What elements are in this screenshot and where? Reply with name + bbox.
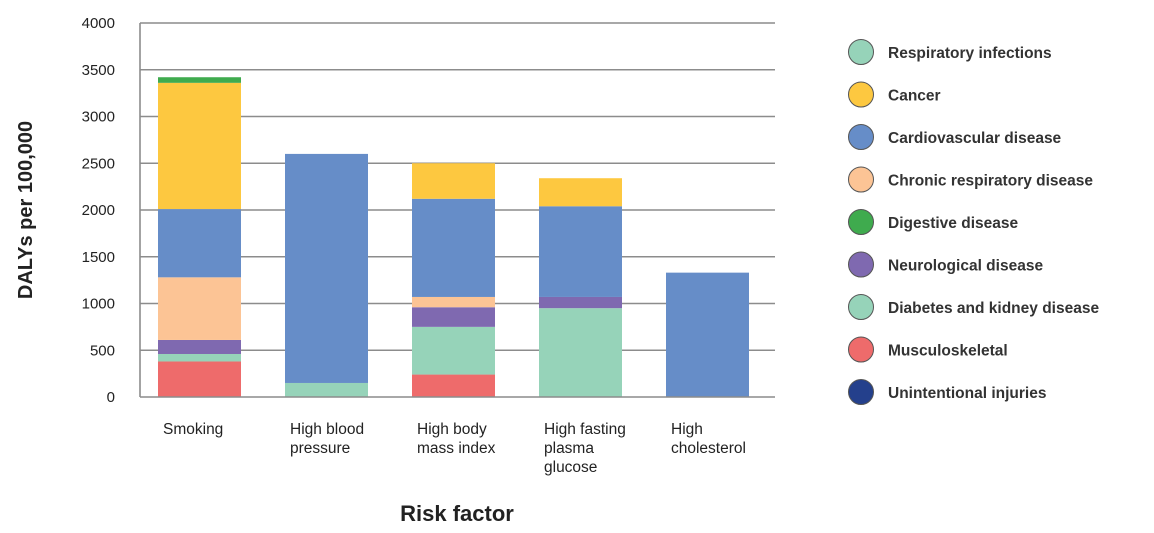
y-tick-labels: 0 500 1000 1500 2000 2500 3000 3500 4000: [82, 15, 115, 406]
legend-label-chronic-respiratory-disease: Chronic respiratory disease: [888, 173, 1093, 190]
legend-swatch-digestive-disease: [848, 209, 874, 235]
y-tick-label: 1500: [82, 249, 115, 266]
legend-label-cancer: Cancer: [888, 88, 941, 105]
bar-segment-diabetes-and-kidney-disease: [158, 353, 241, 362]
x-category-label: High cholesterol: [671, 421, 746, 457]
bars: [158, 77, 749, 397]
bar-segment-cancer: [158, 82, 241, 210]
legend-swatch-cardiovascular-disease: [848, 124, 874, 150]
legend-swatch-diabetes-and-kidney-disease: [848, 294, 874, 320]
bar-segment-diabetes-and-kidney-disease: [412, 326, 495, 375]
y-tick-label: 500: [90, 342, 115, 359]
y-axis-title: DALYs per 100,000: [15, 121, 37, 299]
bar-segment-diabetes-and-kidney-disease: [285, 382, 368, 397]
bar-segment-chronic-respiratory-disease: [412, 296, 495, 308]
bar-segment-cardiovascular-disease: [666, 272, 749, 397]
legend-label-unintentional-injuries: Unintentional injuries: [888, 385, 1046, 402]
legend-swatch-cancer: [848, 81, 874, 108]
x-category-label: High body mass index: [417, 421, 496, 457]
legend-label-cardiovascular-disease: Cardiovascular disease: [888, 130, 1062, 147]
bar-segment-digestive-disease: [158, 77, 241, 83]
bar-segment-cardiovascular-disease: [285, 153, 368, 383]
legend-label-neurological-disease: Neurological disease: [888, 258, 1043, 275]
legend-swatch-respiratory-infections: [848, 39, 874, 65]
x-category-label: High fasting plasma glucose: [544, 421, 626, 476]
bar-segment-musculoskeletal: [158, 361, 241, 397]
y-tick-label: 3500: [82, 62, 115, 79]
legend-label-respiratory-infections: Respiratory infections: [888, 45, 1052, 62]
legend: Respiratory infections Cancer Cardiovascul…: [848, 39, 1099, 405]
x-axis-title: Risk factor: [400, 501, 514, 526]
bar-segment-cancer: [412, 163, 495, 199]
y-tick-label: 4000: [82, 15, 115, 32]
legend-swatch-musculoskeletal: [848, 336, 874, 363]
y-tick-label: 2500: [82, 155, 115, 172]
y-tick-label: 2000: [82, 202, 115, 219]
bar-segment-diabetes-and-kidney-disease: [539, 308, 622, 397]
y-tick-label: 3000: [82, 109, 115, 126]
legend-label-digestive-disease: Digestive disease: [888, 215, 1018, 232]
legend-swatch-chronic-respiratory-disease: [848, 166, 874, 193]
bar-segment-cancer: [539, 178, 622, 207]
bar-segment-neurological-disease: [158, 339, 241, 354]
y-tick-label: 0: [107, 389, 115, 406]
x-category-label: Smoking: [163, 421, 223, 438]
bar-segment-chronic-respiratory-disease: [158, 277, 241, 340]
axes: [139, 23, 775, 398]
x-category-label: High blood pressure: [290, 421, 364, 457]
legend-label-musculoskeletal: Musculoskeletal: [888, 343, 1008, 360]
bar-segment-neurological-disease: [412, 307, 495, 327]
legend-swatch-neurological-disease: [848, 251, 874, 278]
bar-segment-neurological-disease: [539, 296, 622, 309]
legend-label-diabetes-and-kidney-disease: Diabetes and kidney disease: [888, 300, 1099, 317]
bar-segment-cardiovascular-disease: [158, 209, 241, 278]
legend-swatch-unintentional-injuries: [848, 379, 874, 405]
bar-segment-musculoskeletal: [412, 374, 495, 397]
x-category-labels: Smoking High blood pressure High body mass i…: [163, 421, 746, 476]
bar-segment-cardiovascular-disease: [539, 206, 622, 297]
y-tick-label: 1000: [82, 296, 115, 313]
bar-segment-cardiovascular-disease: [412, 198, 495, 297]
